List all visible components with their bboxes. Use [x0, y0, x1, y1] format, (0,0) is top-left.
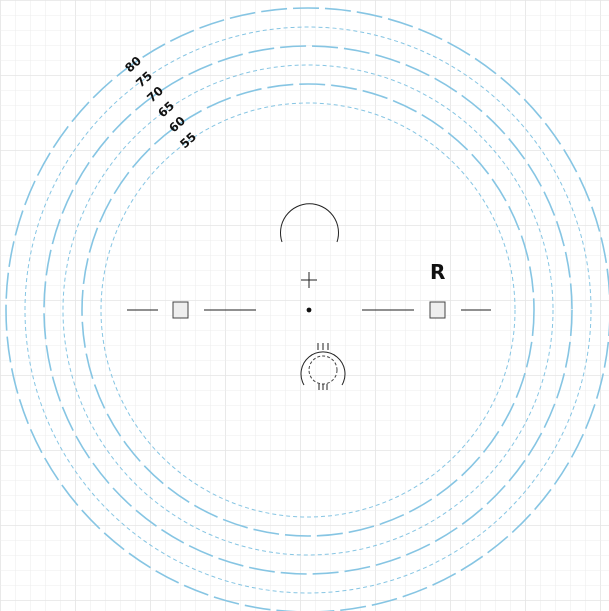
center-dot: [306, 307, 312, 313]
crosshair-icon: [301, 272, 317, 288]
left-square-marker: [172, 301, 189, 319]
knob-icon: [300, 343, 346, 390]
ring-60: [81, 83, 535, 537]
ring-55: [100, 102, 516, 518]
ring-65: [62, 64, 554, 556]
rings-group: [5, 7, 609, 611]
ring-75: [24, 26, 592, 594]
ring-70: [43, 45, 573, 575]
open-arc-icon: [280, 203, 339, 243]
right-side-label: R: [430, 260, 445, 284]
ring-80: [5, 7, 609, 611]
right-square-marker: [429, 301, 446, 319]
